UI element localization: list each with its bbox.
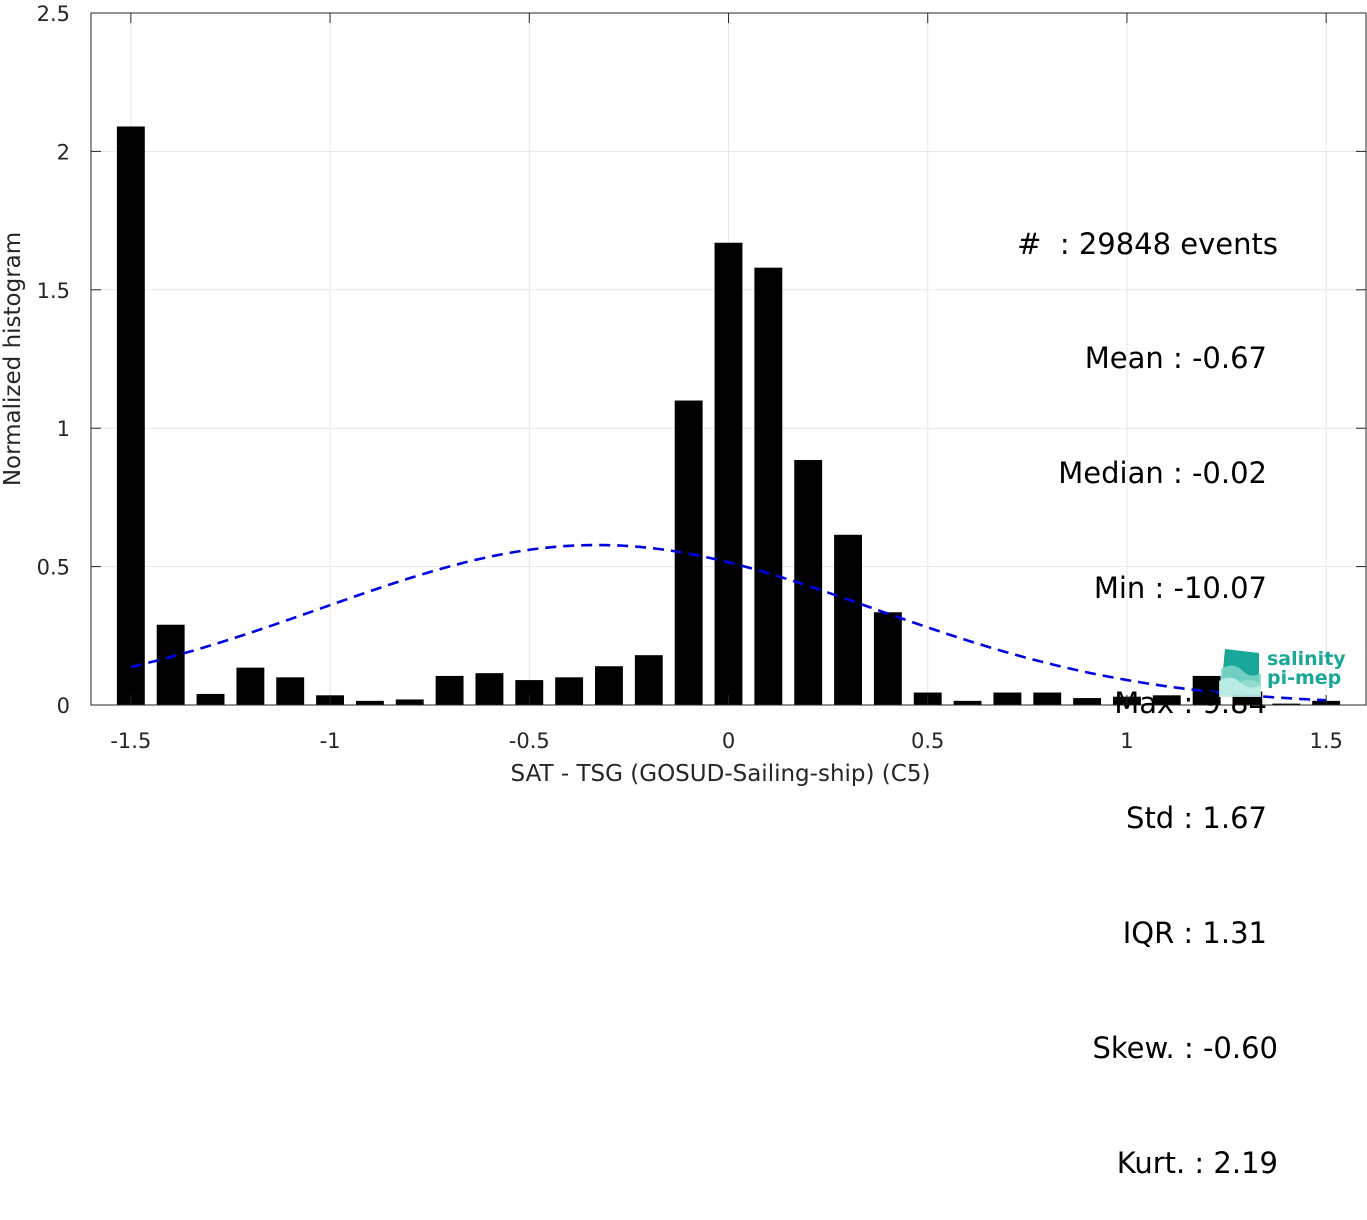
histogram-bar [834, 534, 862, 705]
y-tick-label: 1.5 [37, 279, 70, 303]
histogram-bar [236, 667, 265, 705]
y-tick-label: 0 [57, 694, 70, 718]
x-tick-label: -1.5 [110, 729, 151, 753]
x-tick-label: 1.5 [1309, 729, 1342, 753]
y-tick-label: 0.5 [37, 556, 70, 580]
histogram-bar [993, 692, 1022, 705]
histogram-bar [116, 126, 145, 706]
stat-iqr: IQR : 1.31 [1122, 915, 1267, 950]
histogram-bar [953, 700, 982, 705]
x-axis-label: SAT - TSG (GOSUD-Sailing-ship) (C5) [511, 761, 931, 787]
histogram-bar [1033, 692, 1062, 705]
x-tick-label: -1 [320, 729, 341, 753]
stat-median: Median : -0.02 [1058, 456, 1267, 491]
histogram-bar [714, 242, 743, 705]
histogram-bar [156, 624, 185, 705]
x-tick-label: 0 [722, 729, 735, 753]
y-tick-label: 2 [57, 140, 70, 164]
histogram-bar [395, 699, 424, 705]
histogram-bar [355, 700, 384, 705]
histogram-bar [1152, 695, 1181, 705]
histogram-bar [634, 655, 663, 705]
x-tick-label: 0.5 [911, 729, 944, 753]
histogram-bar [196, 693, 225, 705]
histogram-chart: -1.5 -1 -0.5 0 0.5 1 1.5 0 0.5 1 1.5 2 2.5 SAT - TSG… [0, 2, 1367, 787]
wave-logo-icon [1219, 649, 1261, 697]
histogram-bar [1232, 695, 1261, 705]
y-axis-label: Normalized histogram [0, 232, 26, 486]
histogram-bar [1272, 703, 1301, 705]
histogram-bar [276, 677, 305, 705]
y-tick-label: 2.5 [37, 2, 70, 26]
axis-ticks: -1.5 -1 -0.5 0 0.5 1 1.5 0 0.5 1 1.5 2 2.5 [37, 2, 1366, 753]
histogram-bar [595, 666, 623, 705]
stat-std: Std : 1.67 [1126, 801, 1267, 836]
histogram-bar [435, 675, 464, 705]
histogram-bar [475, 673, 504, 705]
x-tick-label: 1 [1120, 729, 1133, 753]
stat-events: # : 29848 events [1017, 226, 1278, 261]
logo-text-salinity: salinity [1267, 648, 1346, 670]
fit-curve [130, 543, 1327, 702]
x-tick-label: -0.5 [509, 729, 550, 753]
histogram-bar [873, 612, 902, 705]
stat-min: Min : -10.07 [1093, 571, 1267, 606]
histogram-bar [1073, 698, 1102, 705]
histogram-bar [754, 267, 783, 705]
stat-skew: Skew. : -0.60 [1092, 1030, 1278, 1065]
histogram-bar [555, 677, 584, 705]
y-tick-label: 1 [57, 417, 70, 441]
salinity-pimep-logo: salinity pi-mep [1217, 645, 1347, 697]
logo-text-pimep: pi-mep [1267, 667, 1342, 689]
stat-mean: Mean : -0.67 [1084, 341, 1267, 376]
stat-kurt: Kurt. : 2.19 [1116, 1145, 1278, 1180]
